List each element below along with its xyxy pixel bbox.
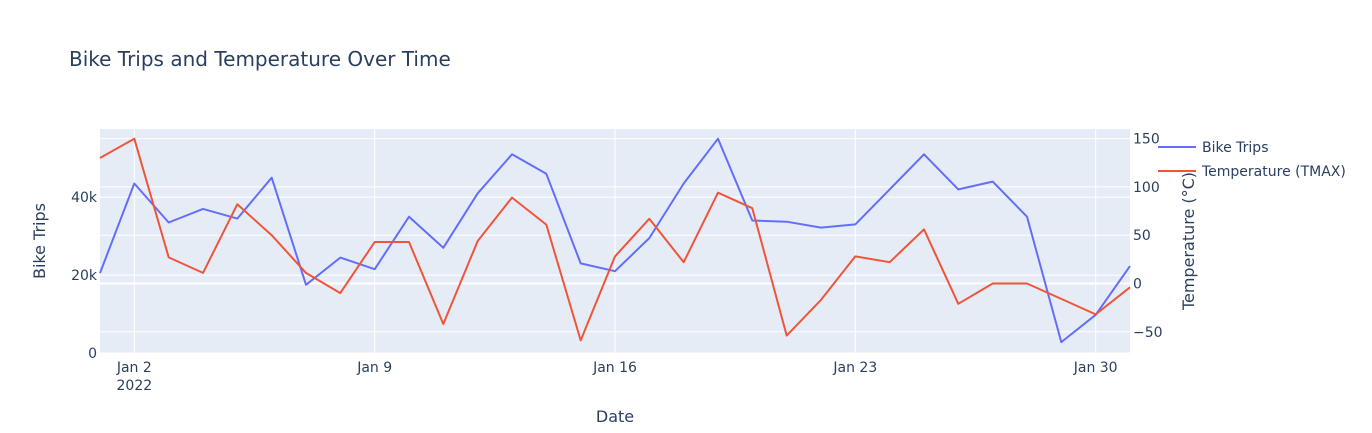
y2-tick-labels: −50 0 50 100 150 <box>1133 132 1163 341</box>
legend-label: Bike Trips <box>1202 140 1269 156</box>
x-tick-label: Jan 2 <box>116 360 152 376</box>
x-tick-label: Jan 23 <box>832 360 877 376</box>
y2-tick-label: 150 <box>1133 132 1160 148</box>
series-line-temperature-tmax <box>99 137 1131 342</box>
y2-tick-label: 50 <box>1133 228 1151 244</box>
x-tick-labels: Jan 2 2022 Jan 9 Jan 16 Jan 23 Jan 30 <box>116 360 1118 394</box>
y2-tick-label: 100 <box>1133 180 1160 196</box>
legend[interactable]: Bike Trips Temperature (TMAX) <box>1158 140 1346 180</box>
y-tick-labels: 0 20k 40k <box>71 190 98 362</box>
x-tick-label: Jan 9 <box>356 360 392 376</box>
chart-title: Bike Trips and Temperature Over Time <box>69 47 451 71</box>
y-tick-label: 20k <box>71 268 98 284</box>
x-tick-label: Jan 30 <box>1073 360 1118 376</box>
x-tick-sublabel: 2022 <box>117 378 153 394</box>
y2-axis-title: Temperature (°C) <box>1179 172 1198 311</box>
legend-item[interactable]: Temperature (TMAX) <box>1158 164 1346 180</box>
legend-label: Temperature (TMAX) <box>1201 164 1346 180</box>
y-tick-label: 0 <box>88 346 97 362</box>
y2-tick-label: −50 <box>1133 325 1163 341</box>
x-tick-label: Jan 16 <box>592 360 637 376</box>
series-layer <box>99 137 1131 344</box>
y-tick-label: 40k <box>71 190 98 206</box>
y2-tick-label: 0 <box>1133 276 1142 292</box>
legend-item[interactable]: Bike Trips <box>1158 140 1269 156</box>
y-axis-title: Bike Trips <box>30 203 49 279</box>
series-line-bike-trips <box>99 137 1131 344</box>
x-gridlines <box>133 129 1097 353</box>
x-axis-title: Date <box>596 407 634 426</box>
